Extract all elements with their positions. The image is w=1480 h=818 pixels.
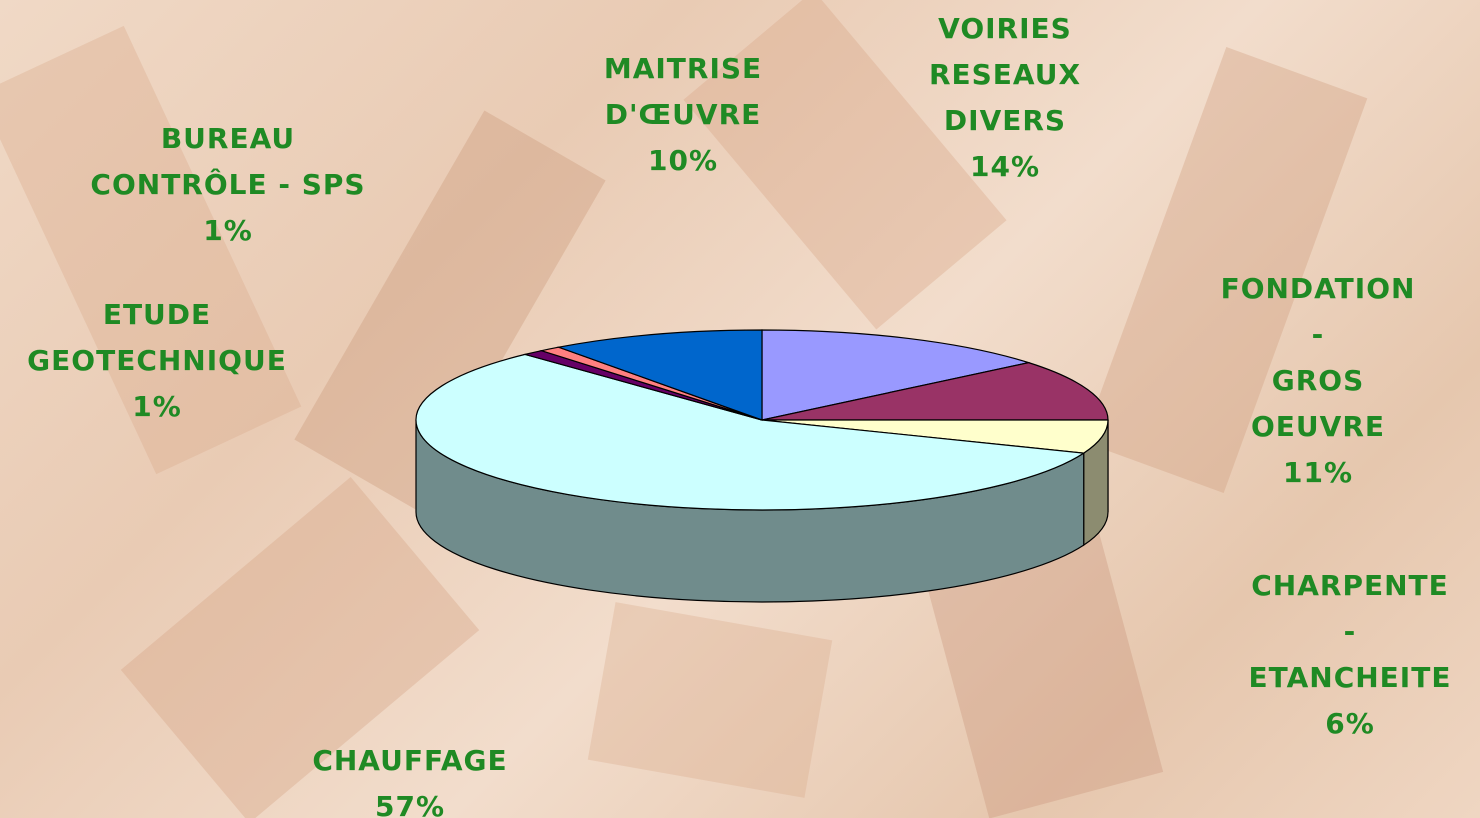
category-name: CHAUFFAGE (312, 738, 507, 784)
percent-label: 6% (1249, 701, 1452, 747)
category-name: CHARPENTE - ETANCHEITE (1249, 563, 1452, 701)
percent-label: 14% (929, 144, 1081, 190)
category-name: ETUDE GEOTECHNIQUE (27, 292, 287, 384)
percent-label: 1% (90, 208, 365, 254)
category-name: FONDATION - GROS OEUVRE (1221, 266, 1416, 450)
percent-label: 57% (312, 784, 507, 818)
percent-label: 10% (604, 138, 762, 184)
percent-label: 1% (27, 384, 287, 430)
percent-label: 11% (1221, 450, 1416, 496)
slide: VOIRIES RESEAUX DIVERS14% FONDATION - GRO… (0, 0, 1480, 818)
category-name: MAITRISE D'ŒUVRE (604, 46, 762, 138)
category-name: VOIRIES RESEAUX DIVERS (929, 6, 1081, 144)
category-name: BUREAU CONTRÔLE - SPS (90, 116, 365, 208)
